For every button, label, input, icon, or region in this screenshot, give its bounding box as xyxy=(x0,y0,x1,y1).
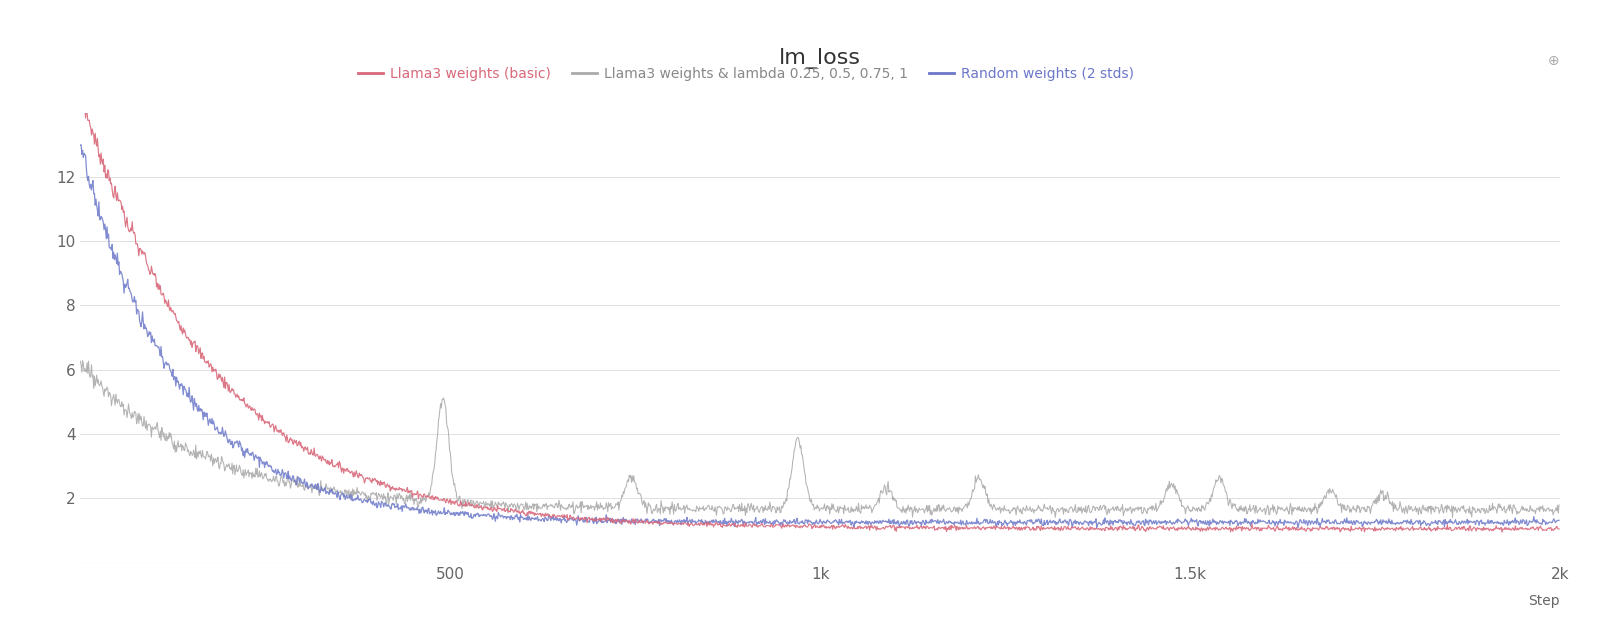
Random weights (2 stds) xyxy=(1506,517,1525,524)
Llama3 weights & lambda 0.25, 0.5, 0.75, 1 xyxy=(71,357,90,365)
Line: Random weights (2 stds): Random weights (2 stds) xyxy=(80,145,1559,528)
Llama3 weights (basic) xyxy=(750,522,770,530)
Llama3 weights & lambda 0.25, 0.5, 0.75, 1 xyxy=(1549,501,1568,509)
Llama3 weights (basic) xyxy=(146,273,166,281)
Title: lm_loss: lm_loss xyxy=(779,48,860,69)
Llama3 weights & lambda 0.25, 0.5, 0.75, 1 xyxy=(146,421,166,429)
Random weights (2 stds) xyxy=(146,342,166,349)
Text: Step: Step xyxy=(1527,594,1559,608)
Llama3 weights & lambda 0.25, 0.5, 0.75, 1 xyxy=(1506,511,1525,518)
Llama3 weights & lambda 0.25, 0.5, 0.75, 1 xyxy=(750,504,770,511)
Random weights (2 stds) xyxy=(1549,516,1568,524)
Random weights (2 stds) xyxy=(71,141,90,149)
Line: Llama3 weights (basic): Llama3 weights (basic) xyxy=(80,87,1559,532)
Llama3 weights & lambda 0.25, 0.5, 0.75, 1 xyxy=(1236,503,1255,510)
Line: Llama3 weights & lambda 0.25, 0.5, 0.75, 1: Llama3 weights & lambda 0.25, 0.5, 0.75,… xyxy=(80,361,1559,518)
Llama3 weights & lambda 0.25, 0.5, 0.75, 1 xyxy=(1507,508,1527,515)
Random weights (2 stds) xyxy=(71,141,90,149)
Random weights (2 stds) xyxy=(1236,519,1255,526)
Llama3 weights (basic) xyxy=(789,522,808,530)
Llama3 weights (basic) xyxy=(1506,526,1525,534)
Llama3 weights (basic) xyxy=(1491,528,1511,536)
Random weights (2 stds) xyxy=(1507,518,1527,526)
Random weights (2 stds) xyxy=(791,518,810,526)
Random weights (2 stds) xyxy=(750,517,770,524)
Text: ⊕: ⊕ xyxy=(1548,54,1559,68)
Legend: Llama3 weights (basic), Llama3 weights & lambda 0.25, 0.5, 0.75, 1, Random weigh: Llama3 weights (basic), Llama3 weights &… xyxy=(352,61,1139,86)
Llama3 weights & lambda 0.25, 0.5, 0.75, 1 xyxy=(791,444,810,452)
Llama3 weights (basic) xyxy=(1506,526,1525,533)
Llama3 weights & lambda 0.25, 0.5, 0.75, 1 xyxy=(72,357,92,364)
Llama3 weights (basic) xyxy=(1234,524,1253,531)
Llama3 weights (basic) xyxy=(1549,525,1568,532)
Random weights (2 stds) xyxy=(1287,524,1306,532)
Llama3 weights (basic) xyxy=(71,83,90,91)
Llama3 weights & lambda 0.25, 0.5, 0.75, 1 xyxy=(1441,514,1461,521)
